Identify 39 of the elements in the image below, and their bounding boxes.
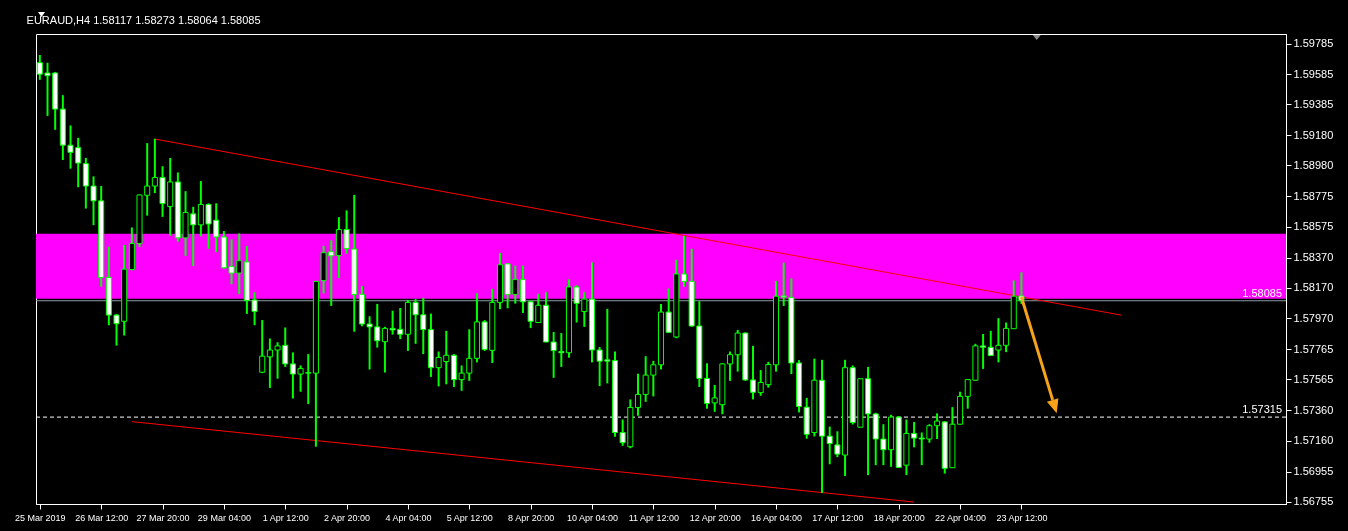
candlestick: [558, 332, 565, 368]
x-tick-label: 10 Apr 04:00: [566, 512, 619, 523]
x-tick-label: 12 Apr 20:00: [689, 512, 741, 523]
y-tick-label: 1.57360: [1293, 403, 1334, 416]
x-tick-label: 27 Mar 20:00: [136, 512, 190, 523]
ref-line-label: 1.58085: [1242, 286, 1282, 299]
x-tick-label: 16 Apr 04:00: [751, 512, 803, 523]
x-tick-label: 11 Apr 12:00: [628, 512, 680, 523]
y-tick-label: 1.57765: [1293, 342, 1334, 355]
y-tick-label: 1.57970: [1293, 311, 1334, 324]
x-tick-label: 23 Apr 12:00: [996, 512, 1048, 523]
x-tick-label: 2 Apr 20:00: [324, 512, 371, 523]
y-tick-label: 1.58370: [1293, 251, 1334, 264]
y-tick-label: 1.58980: [1293, 158, 1334, 171]
y-tick-label: 1.57160: [1293, 434, 1334, 447]
candlestick: [826, 425, 833, 466]
y-tick-label: 1.59785: [1293, 37, 1334, 50]
y-tick-label: 1.59180: [1293, 128, 1334, 141]
x-tick-label: 1 Apr 12:00: [262, 512, 309, 523]
y-tick-label: 1.58775: [1293, 189, 1334, 202]
candlestick: [259, 319, 266, 375]
y-tick-label: 1.58575: [1293, 220, 1334, 233]
x-tick-label: 22 Apr 04:00: [935, 512, 987, 523]
x-tick-label: 18 Apr 20:00: [873, 512, 925, 523]
x-tick-label: 25 Mar 2019: [15, 512, 66, 523]
x-tick-label: 8 Apr 20:00: [508, 512, 555, 523]
x-tick-label: 29 Mar 04:00: [197, 512, 251, 523]
x-tick-label: 17 Apr 12:00: [812, 512, 864, 523]
x-tick-label: 5 Apr 12:00: [446, 512, 493, 523]
chart-title: EURAUD,H4 1.58117 1.58273 1.58064 1.58085: [26, 14, 261, 26]
y-tick-label: 1.59585: [1293, 67, 1334, 80]
y-tick-label: 1.59385: [1293, 97, 1334, 110]
y-tick-label: 1.57565: [1293, 372, 1334, 385]
y-tick-label: 1.58170: [1293, 281, 1334, 294]
x-tick-label: 4 Apr 04:00: [385, 512, 432, 523]
ref-line-label: 1.57315: [1242, 403, 1282, 416]
y-tick-label: 1.56955: [1293, 465, 1334, 478]
y-tick-label: 1.56755: [1293, 495, 1334, 508]
x-tick-label: 26 Mar 12:00: [75, 512, 129, 523]
